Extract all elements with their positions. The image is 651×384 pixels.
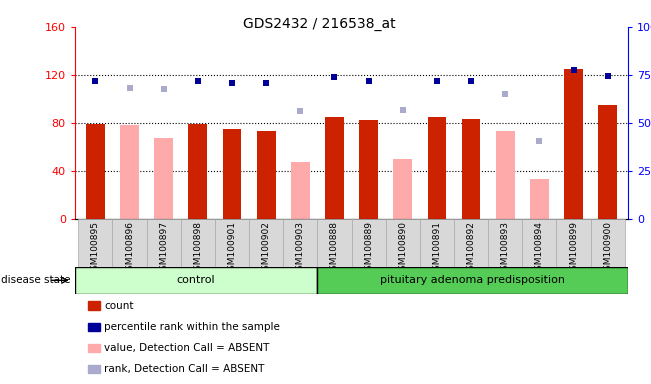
Bar xyxy=(462,119,480,219)
Text: GSM100896: GSM100896 xyxy=(125,221,134,276)
Bar xyxy=(428,117,447,219)
Text: value, Detection Call = ABSENT: value, Detection Call = ABSENT xyxy=(104,343,270,353)
Text: GSM100889: GSM100889 xyxy=(364,221,373,276)
Bar xyxy=(249,219,283,267)
Bar xyxy=(359,121,378,219)
Bar xyxy=(78,219,113,267)
Text: GSM100890: GSM100890 xyxy=(398,221,408,276)
Bar xyxy=(75,267,318,294)
Text: GSM100888: GSM100888 xyxy=(330,221,339,276)
Text: GSM100894: GSM100894 xyxy=(535,221,544,276)
Text: percentile rank within the sample: percentile rank within the sample xyxy=(104,322,280,332)
Bar xyxy=(385,219,420,267)
Bar xyxy=(496,131,515,219)
Text: GSM100903: GSM100903 xyxy=(296,221,305,276)
Bar xyxy=(454,219,488,267)
Bar xyxy=(86,124,105,219)
Bar xyxy=(188,124,207,219)
Bar xyxy=(283,219,318,267)
Text: GSM100895: GSM100895 xyxy=(91,221,100,276)
Text: GSM100891: GSM100891 xyxy=(432,221,441,276)
Text: disease state: disease state xyxy=(1,275,70,285)
Text: count: count xyxy=(104,301,133,311)
Bar xyxy=(120,125,139,219)
Text: pituitary adenoma predisposition: pituitary adenoma predisposition xyxy=(380,275,565,285)
Bar xyxy=(325,117,344,219)
Bar xyxy=(154,139,173,219)
Text: GSM100900: GSM100900 xyxy=(603,221,612,276)
Text: GSM100899: GSM100899 xyxy=(569,221,578,276)
Bar xyxy=(530,179,549,219)
Bar xyxy=(522,219,557,267)
Bar xyxy=(598,105,617,219)
Text: GSM100902: GSM100902 xyxy=(262,221,271,276)
Bar xyxy=(223,129,242,219)
Bar xyxy=(352,219,385,267)
Text: control: control xyxy=(177,275,215,285)
Bar xyxy=(488,219,522,267)
Text: rank, Detection Call = ABSENT: rank, Detection Call = ABSENT xyxy=(104,364,264,374)
Bar xyxy=(557,219,590,267)
Bar xyxy=(181,219,215,267)
Bar xyxy=(564,69,583,219)
Text: GSM100901: GSM100901 xyxy=(227,221,236,276)
Text: GDS2432 / 216538_at: GDS2432 / 216538_at xyxy=(243,17,395,31)
Bar xyxy=(113,219,146,267)
Bar xyxy=(420,219,454,267)
Text: GSM100898: GSM100898 xyxy=(193,221,202,276)
Text: GSM100897: GSM100897 xyxy=(159,221,168,276)
Bar xyxy=(318,267,628,294)
Bar xyxy=(215,219,249,267)
Text: GSM100893: GSM100893 xyxy=(501,221,510,276)
Bar xyxy=(393,159,412,219)
Bar xyxy=(318,219,352,267)
Text: GSM100892: GSM100892 xyxy=(467,221,476,276)
Bar xyxy=(146,219,181,267)
Bar xyxy=(291,162,310,219)
Bar xyxy=(256,131,275,219)
Bar xyxy=(590,219,625,267)
